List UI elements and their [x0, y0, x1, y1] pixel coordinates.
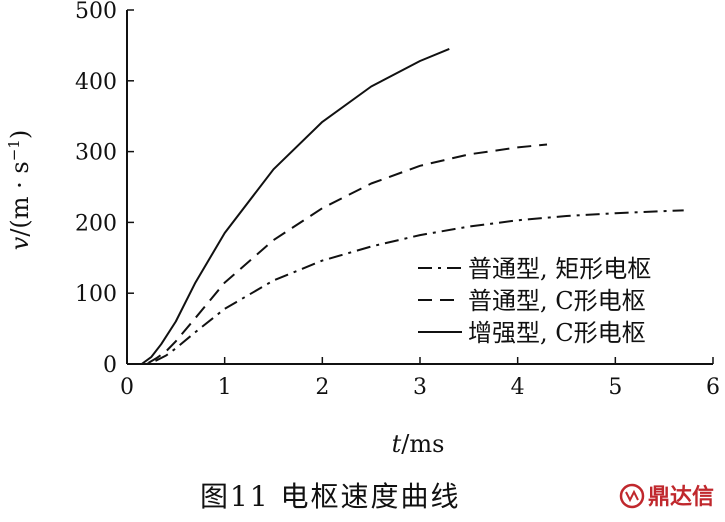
y-axis-variable: v: [6, 236, 34, 250]
x-axis-unit: /ms: [401, 430, 444, 458]
y-axis-unit-close: ): [6, 130, 34, 139]
legend-label-3: 增强型, C形电枢: [468, 319, 646, 347]
series-line-1: [127, 209, 684, 365]
x-axis-variable: t: [392, 430, 402, 458]
series-line-2: [127, 143, 548, 365]
series-line-3: [127, 47, 450, 365]
series-group: [127, 47, 684, 365]
x-axis-title: t/ms: [392, 430, 445, 458]
y-tick-label: 400: [75, 70, 117, 95]
x-tick-label: 4: [511, 375, 525, 400]
legend-label-1: 普通型, 矩形电枢: [468, 255, 651, 283]
y-tick-label: 200: [75, 211, 117, 236]
y-tick-label: 0: [103, 353, 117, 378]
watermark-text: 鼎达信: [648, 484, 714, 510]
watermark-icon-mark: [625, 489, 639, 503]
y-tick-label: 300: [75, 141, 117, 166]
y-tick-label: 100: [75, 282, 117, 307]
x-tick-label: 0: [120, 375, 134, 400]
x-tick-label: 2: [315, 375, 329, 400]
figure-caption: 图11 电枢速度曲线: [200, 480, 461, 513]
y-tick-label: 500: [75, 0, 117, 24]
x-tick-label: 1: [218, 375, 232, 400]
axes: 0 1 2 3 4 5 6 0 100 200 300 400 500: [75, 0, 720, 400]
y-axis-unit: /(m · s: [6, 161, 34, 236]
watermark-icon: [619, 483, 645, 509]
y-axis-unit-exponent: −1: [5, 139, 23, 161]
y-axis-title: v/(m · s−1): [5, 130, 34, 250]
legend-label-2: 普通型, C形电枢: [468, 287, 646, 315]
x-tick-label: 3: [413, 375, 427, 400]
x-tick-label: 5: [608, 375, 622, 400]
watermark-logo: 鼎达信: [619, 483, 714, 510]
x-tick-label: 6: [706, 375, 720, 400]
